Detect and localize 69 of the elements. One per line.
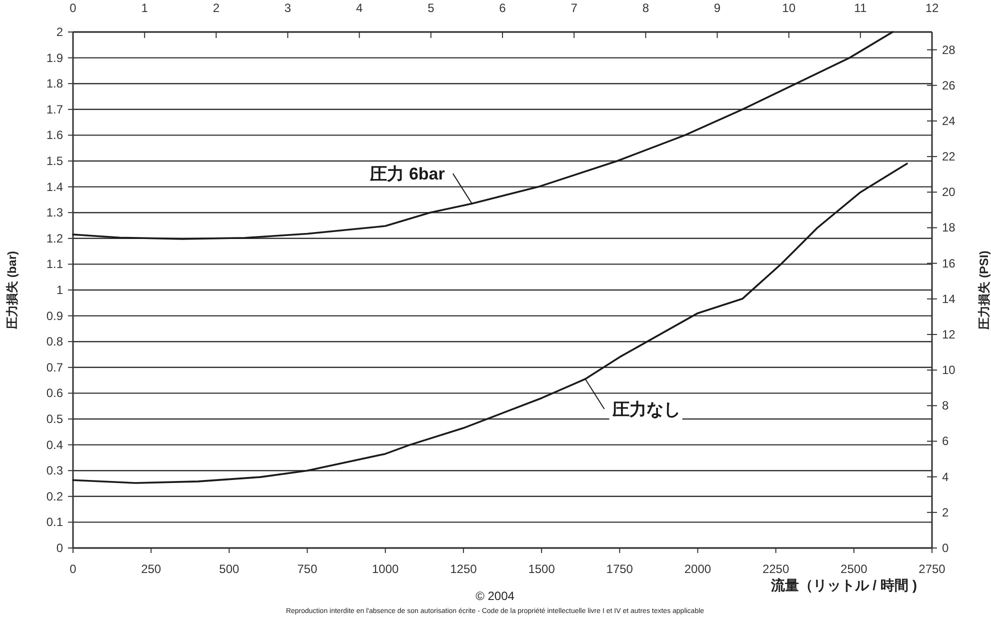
x-tick-label: 1250 bbox=[450, 562, 478, 576]
y-tick-label: 0.3 bbox=[46, 464, 64, 478]
y2-tick-label: 22 bbox=[942, 150, 956, 164]
y-tick-label: 1 bbox=[56, 283, 64, 297]
y-tick-label: 0 bbox=[56, 541, 64, 555]
x2-tick-label: 10 bbox=[782, 1, 796, 15]
y2-axis-title: 圧力損失 (PSI) bbox=[977, 250, 991, 330]
x-tick-label: 2750 bbox=[918, 562, 946, 576]
x2-tick-label: 7 bbox=[570, 1, 578, 15]
x2-tick-label: 0 bbox=[70, 1, 77, 15]
y-tick-label: 0.4 bbox=[46, 438, 64, 452]
text: © 2004 bbox=[476, 589, 515, 603]
y-tick-label: 0.1 bbox=[46, 515, 64, 530]
y-tick-label: 1.5 bbox=[46, 154, 64, 168]
y-tick-label: 0.2 bbox=[46, 489, 64, 504]
y2-tick-label: 26 bbox=[942, 78, 956, 92]
line-series bbox=[72, 162, 908, 484]
x2-tick-label: 4 bbox=[356, 1, 363, 15]
x-tick-label: 2250 bbox=[762, 562, 790, 576]
y2-tick-label: 16 bbox=[942, 256, 956, 270]
x2-tick-label: 5 bbox=[428, 1, 435, 15]
y2-tick-label: 8 bbox=[942, 398, 949, 413]
x-tick-label: 1500 bbox=[528, 562, 556, 576]
line-series bbox=[72, 31, 894, 240]
x-axis-title: 流量（リットル / 時間 ) bbox=[770, 577, 917, 593]
y-tick-label: 1.3 bbox=[46, 206, 64, 220]
y-tick-label: 1.9 bbox=[46, 50, 64, 65]
x-tick-label: 2500 bbox=[840, 562, 868, 576]
y2-tick-label: 28 bbox=[942, 42, 956, 57]
y-tick-label: 0.7 bbox=[46, 360, 64, 374]
x2-tick-label: 9 bbox=[714, 1, 721, 15]
y-tick-label: 0.8 bbox=[46, 334, 64, 349]
y-tick-label: 0.9 bbox=[46, 308, 64, 323]
series-label: 圧力なし bbox=[611, 400, 680, 420]
series-label: 圧力 6bar bbox=[369, 164, 446, 184]
x-tick-label: 250 bbox=[141, 562, 162, 576]
x2-tick-label: 3 bbox=[284, 1, 292, 15]
x-tick-label: 750 bbox=[297, 562, 318, 576]
x-tick-label: 0 bbox=[70, 562, 77, 576]
y-tick-label: 1.4 bbox=[46, 180, 64, 194]
x-tick-label: 500 bbox=[219, 562, 240, 576]
x2-tick-label: 1 bbox=[141, 1, 148, 15]
y2-tick-label: 10 bbox=[942, 363, 956, 378]
x2-tick-label: 6 bbox=[499, 1, 506, 15]
y2-tick-label: 2 bbox=[942, 505, 949, 520]
x-tick-label: 1750 bbox=[606, 562, 634, 576]
y2-tick-label: 6 bbox=[942, 434, 949, 448]
y2-tick-label: 18 bbox=[942, 220, 956, 235]
y-tick-label: 1.2 bbox=[46, 231, 64, 246]
y2-tick-label: 4 bbox=[942, 470, 949, 484]
y-tick-label: 1.6 bbox=[46, 128, 64, 142]
x-tick-label: 2000 bbox=[684, 562, 712, 576]
y2-tick-label: 12 bbox=[942, 327, 956, 342]
y-tick-label: 1.7 bbox=[46, 102, 64, 116]
y-axis-title: 圧力損失 (bar) bbox=[5, 250, 19, 330]
x2-tick-label: 12 bbox=[925, 1, 939, 15]
y2-tick-label: 20 bbox=[942, 185, 956, 200]
x2-tick-label: 2 bbox=[212, 1, 220, 15]
y-tick-label: 0.5 bbox=[46, 412, 64, 426]
y2-tick-label: 24 bbox=[942, 114, 956, 128]
y2-tick-label: 14 bbox=[942, 292, 956, 306]
x2-tick-label: 11 bbox=[854, 1, 867, 15]
y-tick-label: 2 bbox=[56, 25, 64, 39]
x2-tick-label: 8 bbox=[642, 1, 650, 15]
y-tick-label: 1.8 bbox=[46, 76, 64, 91]
y2-tick-label: 0 bbox=[942, 541, 949, 555]
y-tick-label: 0.6 bbox=[46, 386, 64, 400]
x-tick-label: 1000 bbox=[372, 562, 400, 576]
y-tick-label: 1.1 bbox=[46, 257, 64, 272]
